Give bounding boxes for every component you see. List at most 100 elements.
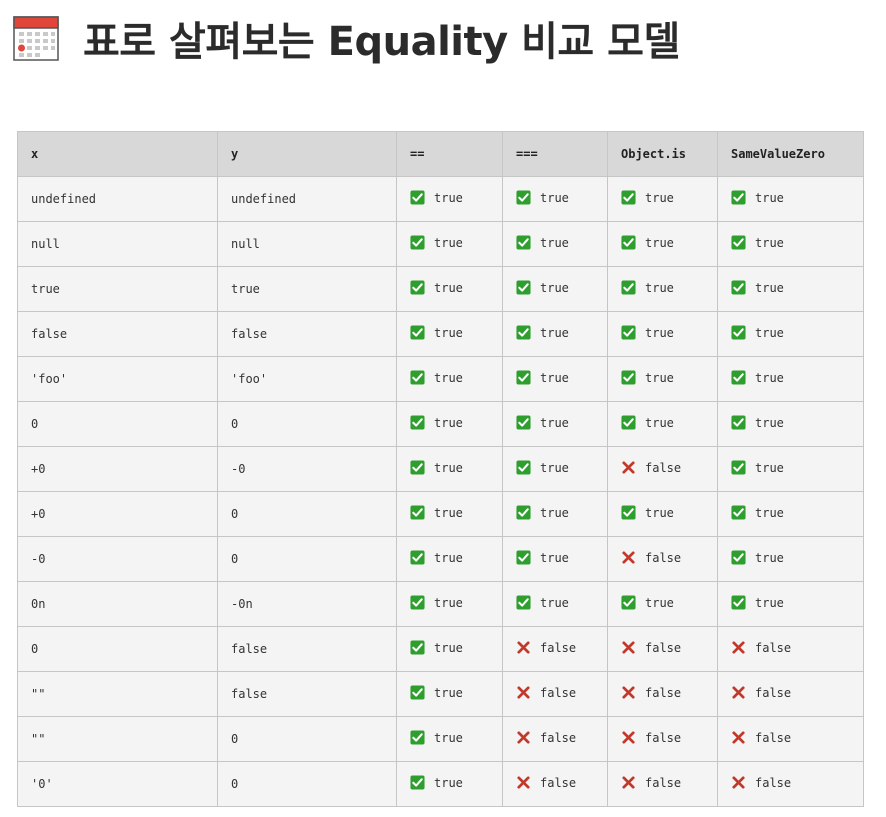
check-mark-icon [516, 505, 531, 520]
table-row: +0 0 true true true true [17, 491, 864, 537]
header-x: x [17, 131, 218, 177]
check-mark-icon [410, 550, 425, 565]
cell-y: false [217, 626, 397, 672]
cell-object-is: false [607, 536, 718, 582]
check-mark-icon [516, 460, 531, 475]
result-value: true [410, 550, 463, 565]
cell-strict-equality: true [502, 266, 608, 312]
cell-strict-equality: false [502, 626, 608, 672]
result-label: true [434, 370, 463, 385]
cell-strict-equality: false [502, 761, 608, 807]
cell-same-value-zero: true [717, 221, 864, 267]
cell-x: +0 [17, 491, 218, 537]
result-label: true [755, 280, 784, 295]
header-loose-equality: == [396, 131, 503, 177]
check-mark-icon [410, 640, 425, 655]
cell-x: 0n [17, 581, 218, 627]
result-label: true [540, 460, 569, 475]
cell-y: 0 [217, 401, 397, 447]
cell-y: true [217, 266, 397, 312]
cell-same-value-zero: true [717, 491, 864, 537]
cell-same-value-zero: false [717, 761, 864, 807]
result-value: false [731, 640, 791, 655]
check-mark-icon [410, 685, 425, 700]
cell-same-value-zero: true [717, 536, 864, 582]
cell-x: -0 [17, 536, 218, 582]
result-value: true [410, 640, 463, 655]
check-mark-icon [516, 550, 531, 565]
cell-x: false [17, 311, 218, 357]
result-label: true [540, 190, 569, 205]
result-value: true [731, 190, 784, 205]
check-mark-icon [410, 415, 425, 430]
cell-same-value-zero: true [717, 311, 864, 357]
header-strict-equality: === [502, 131, 608, 177]
cell-loose-equality: true [396, 581, 503, 627]
result-value: true [731, 550, 784, 565]
result-label: true [434, 550, 463, 565]
check-mark-icon [621, 280, 636, 295]
result-value: true [731, 505, 784, 520]
result-label: false [540, 730, 577, 745]
cell-same-value-zero: false [717, 626, 864, 672]
cell-strict-equality: true [502, 581, 608, 627]
result-label: true [755, 415, 784, 430]
result-value: true [516, 460, 569, 475]
result-label: true [434, 685, 463, 700]
cell-loose-equality: true [396, 356, 503, 402]
cell-loose-equality: true [396, 446, 503, 492]
result-value: true [731, 235, 784, 250]
result-label: true [434, 325, 463, 340]
cell-loose-equality: true [396, 401, 503, 447]
cell-loose-equality: true [396, 626, 503, 672]
cell-loose-equality: true [396, 176, 503, 222]
result-value: true [516, 235, 569, 250]
header-y: y [217, 131, 397, 177]
cell-x: 'foo' [17, 356, 218, 402]
check-mark-icon [621, 235, 636, 250]
result-label: false [645, 460, 682, 475]
result-label: true [540, 325, 569, 340]
result-label: true [434, 235, 463, 250]
result-value: false [621, 685, 681, 700]
result-value: false [516, 640, 576, 655]
equality-table: x y == === Object.is SameValueZero undef… [17, 131, 864, 807]
cell-strict-equality: false [502, 671, 608, 717]
header-same-value-zero: SameValueZero [717, 131, 864, 177]
result-value: false [621, 550, 681, 565]
result-label: true [540, 550, 569, 565]
result-label: true [755, 505, 784, 520]
result-label: true [645, 595, 674, 610]
result-label: false [755, 640, 792, 655]
check-mark-icon [731, 595, 746, 610]
result-label: true [755, 325, 784, 340]
result-label: true [434, 415, 463, 430]
check-mark-icon [621, 325, 636, 340]
cell-object-is: false [607, 626, 718, 672]
check-mark-icon [410, 235, 425, 250]
result-value: true [621, 325, 674, 340]
cell-same-value-zero: false [717, 671, 864, 717]
check-mark-icon [410, 460, 425, 475]
check-mark-icon [410, 325, 425, 340]
cell-x: undefined [17, 176, 218, 222]
table-row: true true true true true true [17, 266, 864, 312]
table-row: 'foo''foo' true true true true [17, 356, 864, 402]
cell-loose-equality: true [396, 491, 503, 537]
table-row: undefined undefined true true true true [17, 176, 864, 222]
result-value: true [410, 775, 463, 790]
cell-x: +0 [17, 446, 218, 492]
check-mark-icon [731, 280, 746, 295]
result-label: true [645, 235, 674, 250]
table-row: '0' 0 true false false false [17, 761, 864, 807]
cross-mark-icon [622, 641, 635, 654]
check-mark-icon [621, 505, 636, 520]
result-value: true [410, 415, 463, 430]
cell-object-is: false [607, 671, 718, 717]
result-value: true [621, 190, 674, 205]
cell-same-value-zero: true [717, 356, 864, 402]
result-value: true [516, 280, 569, 295]
result-value: true [516, 595, 569, 610]
cell-strict-equality: true [502, 221, 608, 267]
check-mark-icon [516, 190, 531, 205]
